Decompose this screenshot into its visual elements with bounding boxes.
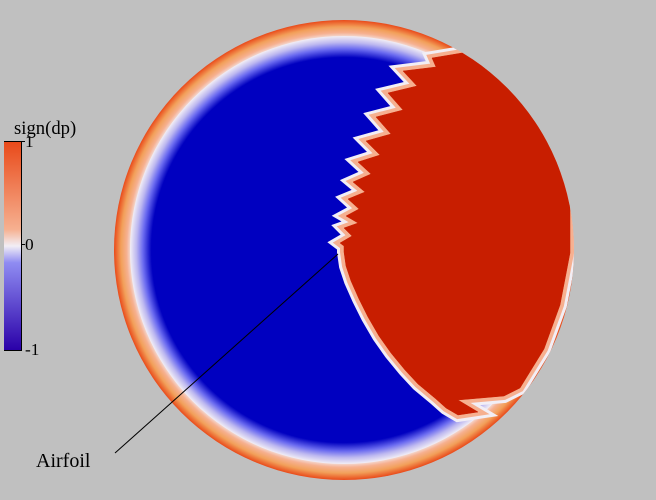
colorbar-bar [4,141,22,351]
colorbar-tick-mark [21,141,25,142]
colorbar-tick-label: 0 [25,235,34,255]
colorbar-title: sign(dp) [14,118,76,140]
signdp-field-plot [0,0,656,500]
colorbar-tick-label: 1 [25,132,34,152]
airfoil-label: Airfoil [36,450,90,473]
colorbar-tick-mark [21,244,25,245]
colorbar-tick-label: -1 [25,340,39,360]
figure-stage: Airfoil sign(dp) 1 0 -1 [0,0,656,500]
